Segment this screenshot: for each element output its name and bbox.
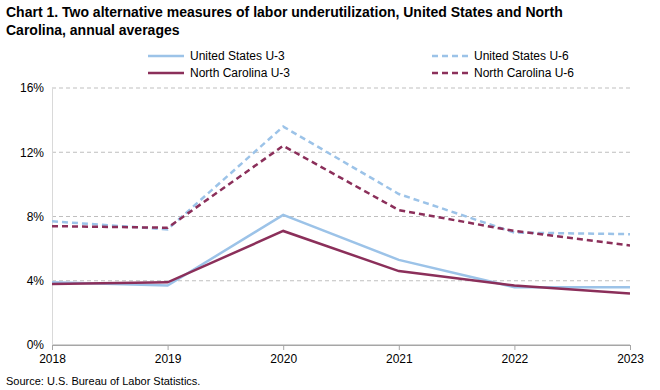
- x-axis-line: [53, 345, 631, 346]
- x-tick-mark: [630, 345, 631, 350]
- grid-line: [52, 88, 630, 89]
- title-line: Carolina, annual averages: [6, 22, 180, 38]
- x-tick-label: 2019: [155, 352, 182, 366]
- y-tick: 0%: [27, 338, 52, 352]
- x-tick-label: 2018: [39, 352, 66, 366]
- legend-label: United States U-3: [190, 49, 285, 63]
- y-tick-label: 16%: [20, 81, 44, 95]
- legend-item: North Carolina U-3: [148, 66, 290, 80]
- x-tick-mark: [399, 345, 400, 350]
- x-tick: 2022: [502, 345, 529, 366]
- legend-label: United States U-6: [474, 49, 569, 63]
- grid-line: [52, 152, 630, 153]
- legend: United States U-3 United States U-6 North …: [148, 49, 574, 80]
- grid: [52, 88, 630, 345]
- x-tick: 2023: [617, 345, 644, 366]
- y-tick: 12%: [20, 146, 52, 160]
- x-tick: 2021: [386, 345, 413, 366]
- chart: Chart 1. Two alternative measures of lab…: [0, 0, 660, 390]
- x-tick-mark: [52, 345, 53, 350]
- legend-swatch: [148, 72, 184, 75]
- legend-label: North Carolina U-3: [190, 66, 290, 80]
- grid-line: [52, 280, 630, 281]
- legend-swatch: [432, 72, 468, 75]
- legend-swatch: [432, 55, 468, 58]
- legend-label: North Carolina U-6: [474, 66, 574, 80]
- x-tick: 2020: [270, 345, 297, 366]
- y-tick-label: 12%: [20, 146, 44, 160]
- y-tick: 8%: [27, 210, 52, 224]
- legend-item: United States U-3: [148, 49, 285, 63]
- grid-line: [52, 216, 630, 217]
- x-tick: 2019: [155, 345, 182, 366]
- y-tick-label: 4%: [27, 274, 45, 288]
- x-tick-label: 2023: [617, 352, 644, 366]
- x-tick: 2018: [39, 345, 66, 366]
- y-axis: 0% 4% 8% 12% 16%: [20, 81, 53, 352]
- x-tick-mark: [283, 345, 284, 350]
- x-tick-label: 2021: [386, 352, 413, 366]
- legend-item: United States U-6: [432, 49, 569, 63]
- x-tick-mark: [514, 345, 515, 350]
- source: Source: U.S. Bureau of Labor Statistics.: [6, 375, 200, 387]
- y-tick: 4%: [27, 274, 52, 288]
- legend-swatch: [148, 55, 184, 58]
- y-tick-label: 8%: [27, 210, 45, 224]
- plot: 0% 4% 8% 12% 16% 2018 2019 2020 2021 2022 2023: [20, 81, 644, 365]
- title-line: Chart 1. Two alternative measures of lab…: [6, 4, 563, 20]
- x-axis: 2018 2019 2020 2021 2022 2023: [39, 345, 644, 366]
- lines: [52, 127, 630, 294]
- x-tick-label: 2020: [270, 352, 297, 366]
- x-tick-label: 2022: [502, 352, 529, 366]
- title: Chart 1. Two alternative measures of lab…: [6, 4, 563, 38]
- y-tick: 16%: [20, 81, 52, 95]
- series-line: [52, 146, 630, 246]
- y-axis-line: [52, 89, 53, 346]
- series-line: [52, 127, 630, 235]
- grid-line: [52, 345, 630, 346]
- series-line: [52, 231, 630, 294]
- legend-item: North Carolina U-6: [432, 66, 574, 80]
- x-tick-mark: [168, 345, 169, 350]
- y-tick-label: 0%: [27, 338, 45, 352]
